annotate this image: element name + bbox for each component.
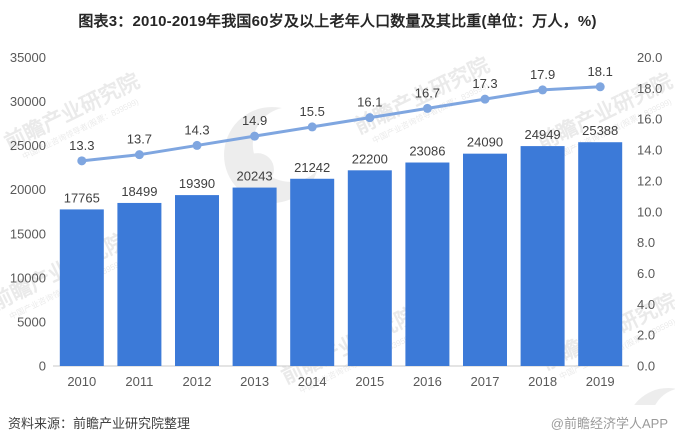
line-label-2017: 17.3 xyxy=(472,76,497,91)
x-axis-label-2018: 2018 xyxy=(528,374,557,389)
x-axis-label-2014: 2014 xyxy=(298,374,327,389)
right-axis-tick-0.0: 0.0 xyxy=(637,359,655,374)
line-marker-2010 xyxy=(77,156,87,166)
bar-2014 xyxy=(290,178,335,366)
x-axis-label-2016: 2016 xyxy=(413,374,442,389)
line-marker-2015 xyxy=(365,113,375,123)
bar-label-2012: 19390 xyxy=(179,176,215,191)
line-label-2018: 17.9 xyxy=(530,67,555,82)
source-note: 资料来源：前瞻产业研究院整理 xyxy=(8,416,191,431)
left-axis-tick-20000: 20000 xyxy=(10,182,46,197)
line-marker-2013 xyxy=(250,131,260,141)
line-label-2012: 14.3 xyxy=(184,122,209,137)
line-marker-2014 xyxy=(307,122,317,132)
bar-label-2017: 24090 xyxy=(467,135,503,150)
bar-2010 xyxy=(59,209,104,366)
line-label-2014: 15.5 xyxy=(300,104,325,119)
credit-note: @前瞻经济学人APP xyxy=(550,416,668,431)
line-marker-2017 xyxy=(480,94,490,104)
line-label-2011: 13.7 xyxy=(127,132,152,147)
bar-2013 xyxy=(232,187,277,366)
x-axis-label-2017: 2017 xyxy=(471,374,500,389)
bar-2011 xyxy=(117,202,162,366)
x-axis-label-2013: 2013 xyxy=(240,374,269,389)
left-axis-tick-10000: 10000 xyxy=(10,270,46,285)
bar-2019 xyxy=(578,142,623,366)
x-axis-label-2015: 2015 xyxy=(355,374,384,389)
line-marker-2016 xyxy=(422,103,432,113)
left-axis-tick-30000: 30000 xyxy=(10,94,46,109)
bar-2018 xyxy=(520,146,565,366)
watermark-logo-dot xyxy=(241,153,274,186)
bar-2016 xyxy=(405,162,450,366)
line-marker-2018 xyxy=(538,85,548,95)
line-marker-2012 xyxy=(192,140,202,150)
x-axis-label-2010: 2010 xyxy=(67,374,96,389)
line-label-2013: 14.9 xyxy=(242,113,267,128)
x-axis-label-2019: 2019 xyxy=(586,374,615,389)
line-label-2019: 18.1 xyxy=(588,64,613,79)
left-axis-tick-0: 0 xyxy=(39,359,46,374)
bar-label-2014: 21242 xyxy=(294,160,330,175)
watermark-logo-bird xyxy=(655,389,675,405)
bar-2015 xyxy=(347,170,392,366)
right-axis-tick-18.0: 18.0 xyxy=(637,81,662,96)
right-axis-tick-10.0: 10.0 xyxy=(637,204,662,219)
bar-label-2013: 20243 xyxy=(237,169,273,184)
line-label-2016: 16.7 xyxy=(415,85,440,100)
line-marker-2019 xyxy=(595,82,605,92)
x-axis-label-2011: 2011 xyxy=(125,374,153,389)
x-axis-label-2012: 2012 xyxy=(183,374,212,389)
bar-2012 xyxy=(175,195,219,366)
line-marker-2011 xyxy=(134,150,144,160)
right-axis-tick-4.0: 4.0 xyxy=(637,297,655,312)
right-axis-tick-8.0: 8.0 xyxy=(637,235,655,250)
left-axis-tick-5000: 5000 xyxy=(17,314,46,329)
right-axis-tick-6.0: 6.0 xyxy=(637,266,655,281)
watermark-logo xyxy=(634,388,675,405)
left-axis-tick-15000: 15000 xyxy=(10,226,46,241)
right-axis-tick-20.0: 20.0 xyxy=(637,50,662,65)
bar-label-2016: 23086 xyxy=(409,144,445,159)
right-axis-tick-14.0: 14.0 xyxy=(637,143,662,158)
bar-label-2018: 24949 xyxy=(525,127,561,142)
right-axis-tick-16.0: 16.0 xyxy=(637,112,662,127)
bar-label-2019: 25388 xyxy=(582,123,618,138)
left-axis-tick-25000: 25000 xyxy=(10,138,46,153)
line-label-2010: 13.3 xyxy=(69,138,94,153)
right-axis-tick-12.0: 12.0 xyxy=(637,173,662,188)
bar-label-2011: 18499 xyxy=(121,184,157,199)
chart-title: 图表3：2010-2019年我国60岁及以上老年人口数量及其比重(单位：万人，%… xyxy=(78,13,597,30)
bar-label-2015: 22200 xyxy=(352,151,388,166)
ratio-line xyxy=(80,85,602,163)
right-axis-tick-2.0: 2.0 xyxy=(637,328,655,343)
line-label-2015: 16.1 xyxy=(357,95,382,110)
left-axis-tick-35000: 35000 xyxy=(10,50,46,65)
watermark-logo-circle xyxy=(634,388,675,405)
bar-label-2010: 17765 xyxy=(64,190,100,205)
bar-2017 xyxy=(463,153,507,366)
